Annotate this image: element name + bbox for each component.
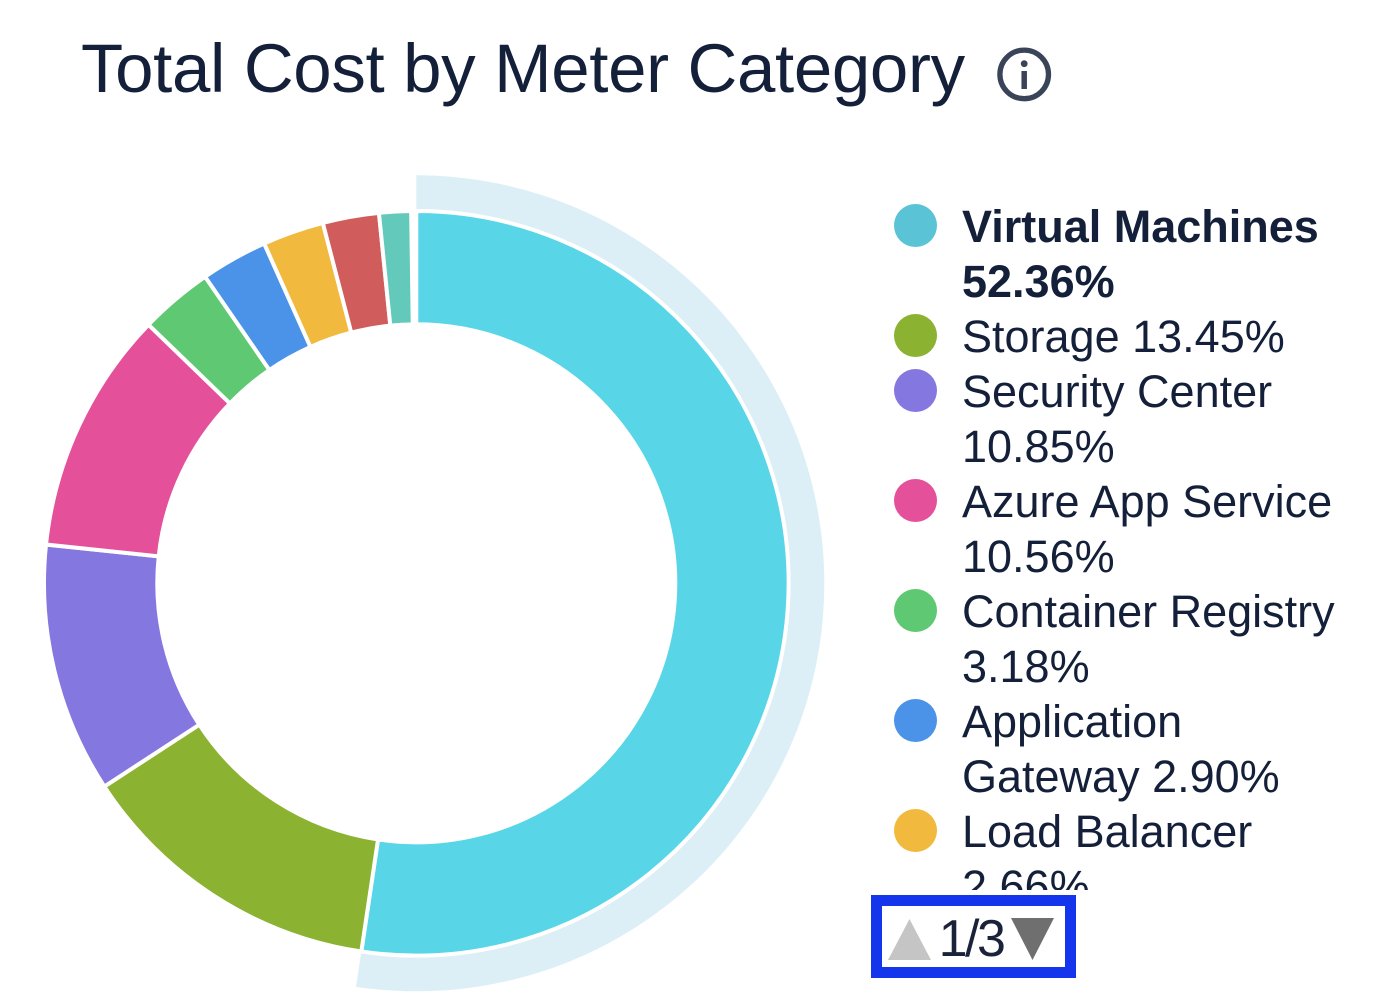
svg-text:1/3: 1/3 xyxy=(939,910,1004,967)
